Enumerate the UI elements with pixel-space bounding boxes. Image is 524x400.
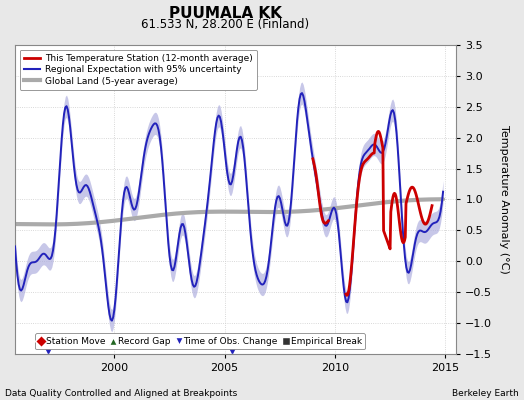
Y-axis label: Temperature Anomaly (°C): Temperature Anomaly (°C) xyxy=(499,125,509,274)
Text: Berkeley Earth: Berkeley Earth xyxy=(452,389,519,398)
Text: Data Quality Controlled and Aligned at Breakpoints: Data Quality Controlled and Aligned at B… xyxy=(5,389,237,398)
Text: 61.533 N, 28.200 E (Finland): 61.533 N, 28.200 E (Finland) xyxy=(141,18,309,31)
Legend: Station Move, Record Gap, Time of Obs. Change, Empirical Break: Station Move, Record Gap, Time of Obs. C… xyxy=(36,333,365,350)
Text: PUUMALA KK: PUUMALA KK xyxy=(169,6,282,21)
